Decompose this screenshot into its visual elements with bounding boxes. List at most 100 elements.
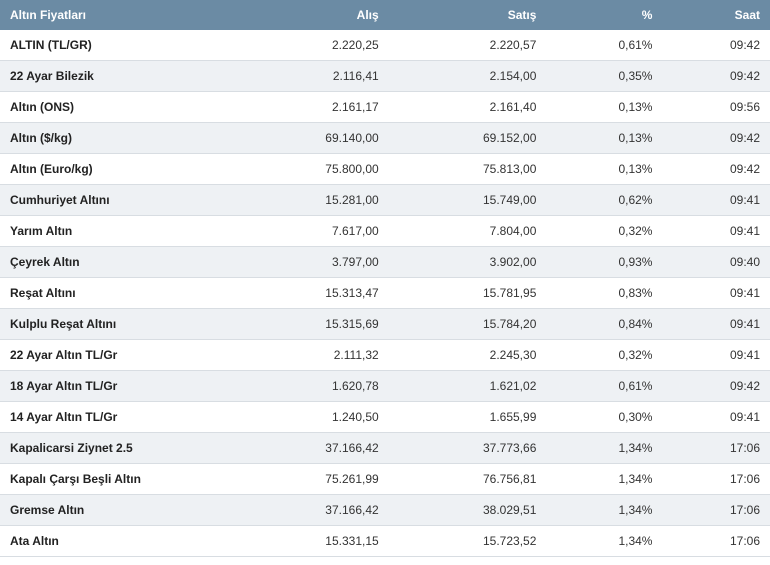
cell-alis: 2.161,17 (231, 92, 389, 123)
cell-saat: 09:40 (662, 247, 770, 278)
cell-satis: 1.621,02 (389, 371, 547, 402)
cell-pct: 0,35% (546, 61, 662, 92)
cell-saat: 17:06 (662, 526, 770, 557)
table-row: Ata Altın15.331,1515.723,521,34%17:06 (0, 526, 770, 557)
col-header-alis: Alış (231, 0, 389, 30)
table-row: Cumhuriyet Altını15.281,0015.749,000,62%… (0, 185, 770, 216)
cell-name: 18 Ayar Altın TL/Gr (0, 371, 231, 402)
cell-name: 14 Ayar Altın TL/Gr (0, 402, 231, 433)
cell-satis: 15.781,95 (389, 278, 547, 309)
col-header-name: Altın Fiyatları (0, 0, 231, 30)
cell-saat: 09:41 (662, 278, 770, 309)
cell-saat: 09:56 (662, 92, 770, 123)
cell-pct: 1,34% (546, 495, 662, 526)
cell-satis: 2.154,00 (389, 61, 547, 92)
cell-pct: 0,61% (546, 371, 662, 402)
cell-pct: 0,93% (546, 247, 662, 278)
table-row: 18 Ayar Altın TL/Gr1.620,781.621,020,61%… (0, 371, 770, 402)
cell-saat: 09:42 (662, 30, 770, 61)
cell-alis: 1.240,50 (231, 402, 389, 433)
cell-satis: 2.220,57 (389, 30, 547, 61)
cell-alis: 3.797,00 (231, 247, 389, 278)
table-row: 22 Ayar Altın TL/Gr2.111,322.245,300,32%… (0, 340, 770, 371)
cell-alis: 2.116,41 (231, 61, 389, 92)
cell-alis: 37.166,42 (231, 433, 389, 464)
cell-saat: 09:42 (662, 371, 770, 402)
cell-saat: 09:41 (662, 216, 770, 247)
cell-pct: 0,32% (546, 216, 662, 247)
cell-name: Kapalı Çarşı Beşli Altın (0, 464, 231, 495)
cell-satis: 38.029,51 (389, 495, 547, 526)
cell-alis: 75.261,99 (231, 464, 389, 495)
cell-satis: 15.723,52 (389, 526, 547, 557)
table-row: Altın (ONS)2.161,172.161,400,13%09:56 (0, 92, 770, 123)
cell-alis: 69.140,00 (231, 123, 389, 154)
cell-satis: 69.152,00 (389, 123, 547, 154)
cell-name: Altın ($/kg) (0, 123, 231, 154)
cell-name: Gremse Altın (0, 495, 231, 526)
table-row: Kapalı Çarşı Beşli Altın75.261,9976.756,… (0, 464, 770, 495)
table-header-row: Altın Fiyatları Alış Satış % Saat (0, 0, 770, 30)
table-row: 14 Ayar Altın TL/Gr1.240,501.655,990,30%… (0, 402, 770, 433)
cell-satis: 15.749,00 (389, 185, 547, 216)
table-row: 22 Ayar Bilezik2.116,412.154,000,35%09:4… (0, 61, 770, 92)
cell-alis: 2.220,25 (231, 30, 389, 61)
cell-saat: 09:41 (662, 185, 770, 216)
cell-name: Yarım Altın (0, 216, 231, 247)
cell-saat: 09:42 (662, 123, 770, 154)
cell-pct: 0,32% (546, 340, 662, 371)
cell-name: 22 Ayar Altın TL/Gr (0, 340, 231, 371)
cell-satis: 1.655,99 (389, 402, 547, 433)
cell-name: Cumhuriyet Altını (0, 185, 231, 216)
cell-name: ALTIN (TL/GR) (0, 30, 231, 61)
cell-pct: 0,13% (546, 123, 662, 154)
cell-name: Çeyrek Altın (0, 247, 231, 278)
cell-saat: 17:06 (662, 495, 770, 526)
table-row: Kulplu Reşat Altını15.315,6915.784,200,8… (0, 309, 770, 340)
cell-satis: 37.773,66 (389, 433, 547, 464)
cell-pct: 0,84% (546, 309, 662, 340)
table-row: Çeyrek Altın3.797,003.902,000,93%09:40 (0, 247, 770, 278)
cell-name: Altın (Euro/kg) (0, 154, 231, 185)
cell-alis: 15.331,15 (231, 526, 389, 557)
cell-pct: 0,61% (546, 30, 662, 61)
cell-alis: 15.313,47 (231, 278, 389, 309)
cell-alis: 37.166,42 (231, 495, 389, 526)
cell-saat: 09:41 (662, 309, 770, 340)
col-header-pct: % (546, 0, 662, 30)
cell-saat: 09:41 (662, 340, 770, 371)
table-row: Reşat Altını15.313,4715.781,950,83%09:41 (0, 278, 770, 309)
cell-saat: 09:42 (662, 154, 770, 185)
cell-saat: 09:41 (662, 402, 770, 433)
cell-pct: 0,30% (546, 402, 662, 433)
cell-alis: 75.800,00 (231, 154, 389, 185)
cell-satis: 3.902,00 (389, 247, 547, 278)
gold-prices-table: Altın Fiyatları Alış Satış % Saat ALTIN … (0, 0, 770, 557)
cell-satis: 76.756,81 (389, 464, 547, 495)
table-row: ALTIN (TL/GR)2.220,252.220,570,61%09:42 (0, 30, 770, 61)
table-row: Altın (Euro/kg)75.800,0075.813,000,13%09… (0, 154, 770, 185)
cell-pct: 1,34% (546, 433, 662, 464)
cell-name: Ata Altın (0, 526, 231, 557)
cell-saat: 17:06 (662, 464, 770, 495)
table-row: Kapalicarsi Ziynet 2.537.166,4237.773,66… (0, 433, 770, 464)
cell-pct: 0,13% (546, 92, 662, 123)
cell-satis: 2.245,30 (389, 340, 547, 371)
cell-alis: 15.315,69 (231, 309, 389, 340)
cell-name: Kapalicarsi Ziynet 2.5 (0, 433, 231, 464)
cell-alis: 15.281,00 (231, 185, 389, 216)
cell-alis: 7.617,00 (231, 216, 389, 247)
cell-satis: 2.161,40 (389, 92, 547, 123)
cell-alis: 1.620,78 (231, 371, 389, 402)
cell-satis: 75.813,00 (389, 154, 547, 185)
cell-pct: 1,34% (546, 464, 662, 495)
table-row: Gremse Altın37.166,4238.029,511,34%17:06 (0, 495, 770, 526)
cell-name: Kulplu Reşat Altını (0, 309, 231, 340)
table-row: Yarım Altın7.617,007.804,000,32%09:41 (0, 216, 770, 247)
cell-name: Altın (ONS) (0, 92, 231, 123)
cell-pct: 0,13% (546, 154, 662, 185)
cell-name: Reşat Altını (0, 278, 231, 309)
cell-name: 22 Ayar Bilezik (0, 61, 231, 92)
cell-satis: 7.804,00 (389, 216, 547, 247)
col-header-satis: Satış (389, 0, 547, 30)
